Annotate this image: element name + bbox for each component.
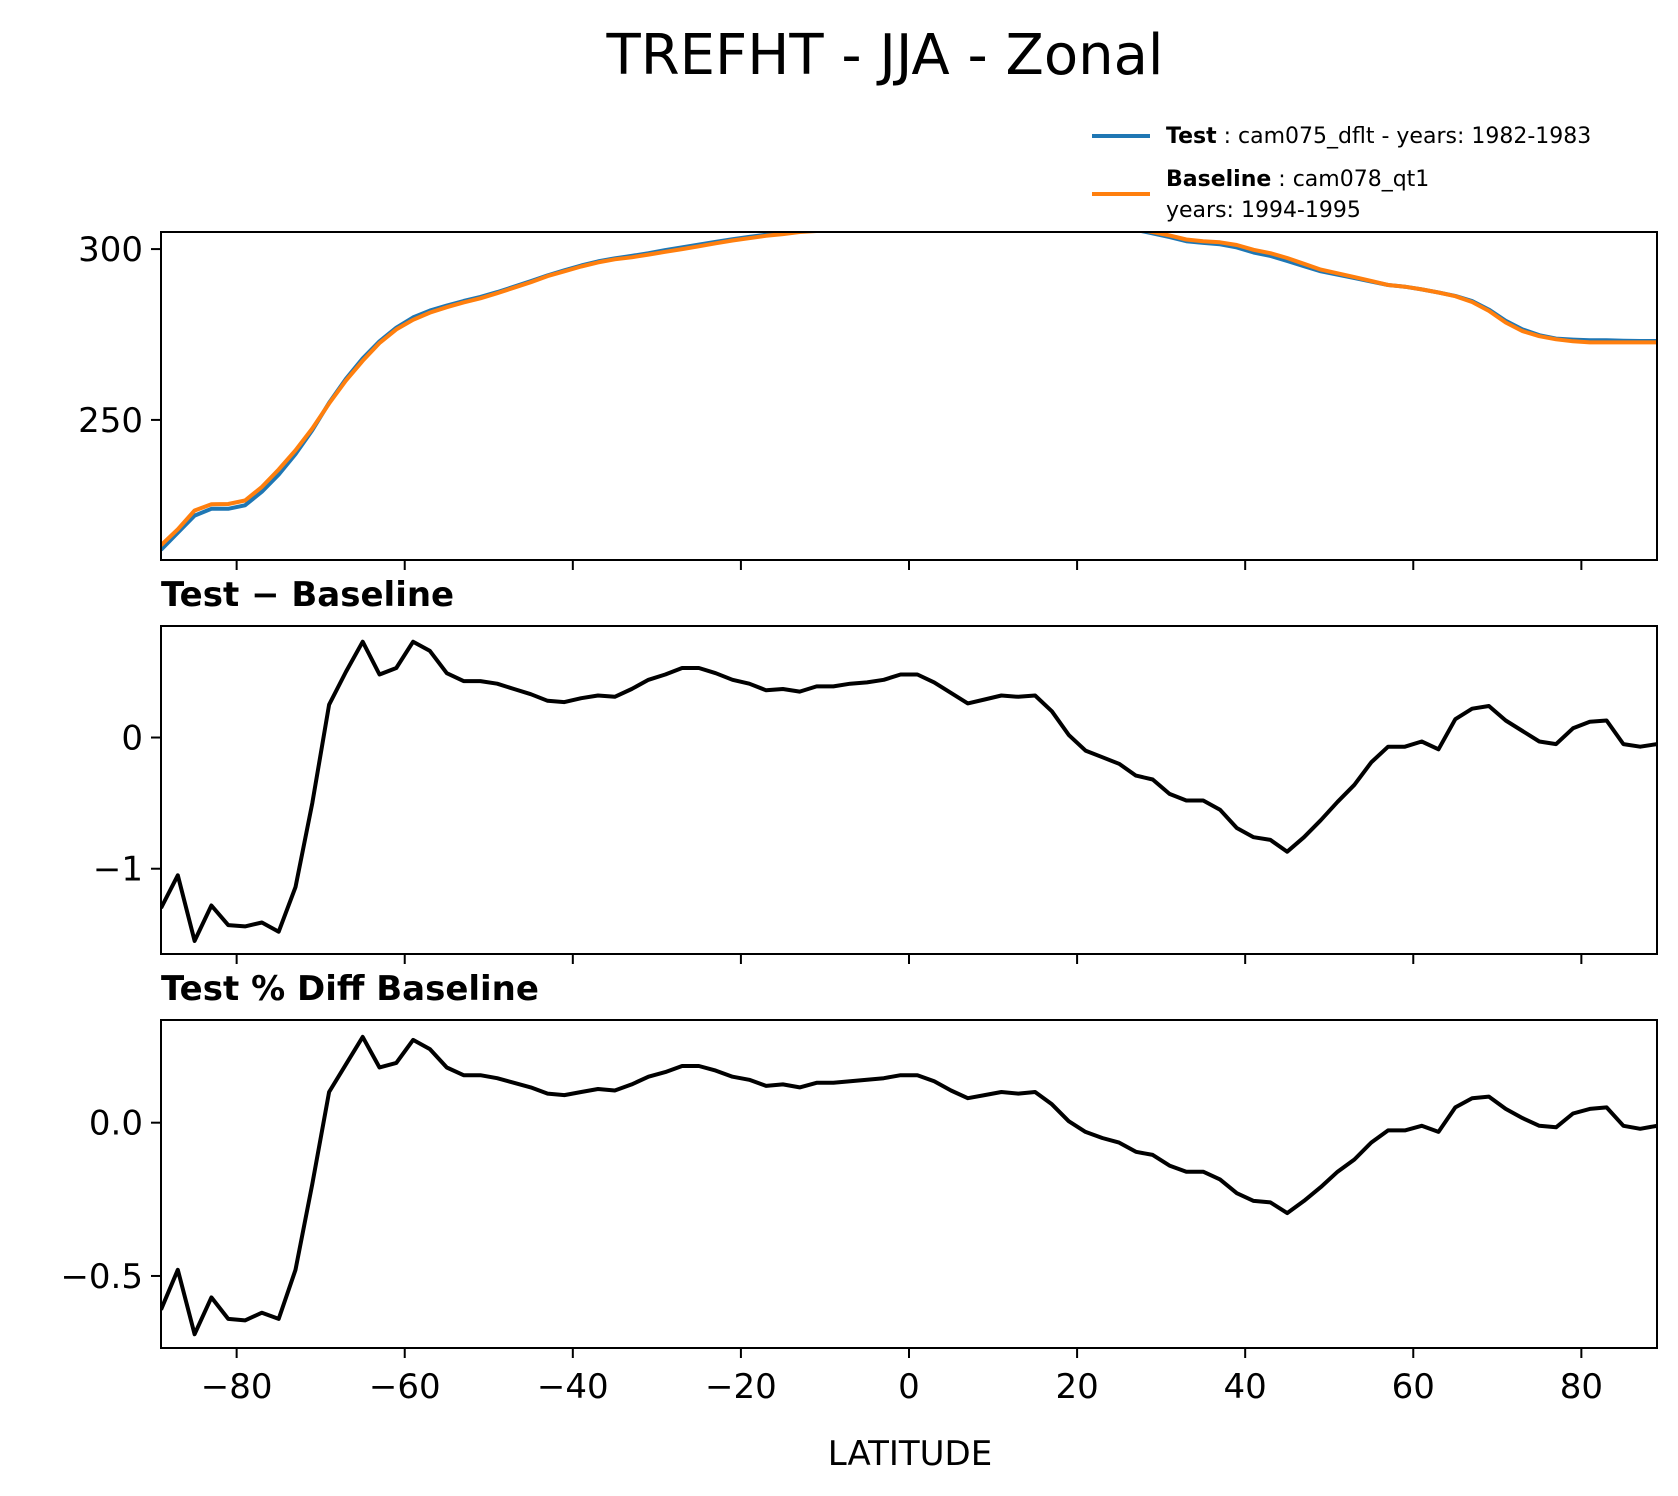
panel-1: 250 300 xyxy=(78,230,1658,570)
legend-label-baseline-line2: years: 1994-1995 xyxy=(1166,198,1361,223)
legend-label-test-desc: cam075_dflt - years: 1982-1983 xyxy=(1238,124,1591,149)
figure-title: TREFHT - JJA - Zonal xyxy=(606,23,1164,88)
panel-3-frame xyxy=(160,1019,1658,1349)
xtick-label: −40 xyxy=(537,1367,609,1407)
legend: Test : cam075_dflt - years: 1982-1983 Ba… xyxy=(1092,124,1591,223)
legend-label-test: Test : cam075_dflt - years: 1982-1983 xyxy=(1166,124,1591,149)
xtick-label: −60 xyxy=(369,1367,441,1407)
panel-3-title: Test % Diff Baseline xyxy=(161,969,539,1009)
panel-2-title: Test − Baseline xyxy=(161,575,454,615)
xtick-label: 20 xyxy=(1055,1367,1098,1407)
xtick-label: 60 xyxy=(1392,1367,1435,1407)
panel-3-ytick-label: −0.5 xyxy=(60,1257,143,1297)
panel-1-ytick-label: 250 xyxy=(78,401,143,441)
panel-1-frame xyxy=(160,231,1658,561)
legend-label-baseline: Baseline : cam078_qt1 xyxy=(1166,167,1429,192)
panel-3-series-line xyxy=(161,1034,1657,1337)
panel-2-ytick-label: −1 xyxy=(93,850,143,890)
xtick-label: 80 xyxy=(1560,1367,1603,1407)
xtick-label: 40 xyxy=(1224,1367,1267,1407)
legend-label-test-name: Test xyxy=(1166,124,1217,149)
xtick-label: −20 xyxy=(705,1367,777,1407)
panel-2-ytick-label: 0 xyxy=(121,719,143,759)
x-axis-label: LATITUDE xyxy=(828,1434,992,1474)
legend-label-baseline-sep: : xyxy=(1271,167,1292,192)
panel-1-series-test xyxy=(161,232,1657,552)
xtick-label: −80 xyxy=(201,1367,273,1407)
xtick-label: 0 xyxy=(898,1367,920,1407)
legend-label-baseline-name: Baseline xyxy=(1166,167,1271,192)
legend-label-test-sep: : xyxy=(1217,124,1238,149)
panel-2-series-line xyxy=(161,639,1657,943)
legend-label-baseline-desc: cam078_qt1 xyxy=(1293,167,1430,192)
panel-1-ytick-label: 300 xyxy=(78,230,143,270)
panel-2: Test − Baseline −1 0 xyxy=(93,575,1658,964)
panel-3: Test % Diff Baseline −0.5 0.0 −80 −60 −40 −20 0… xyxy=(60,969,1658,1407)
panel-1-series-baseline xyxy=(161,232,1657,547)
panel-3-ytick-label: 0.0 xyxy=(89,1104,143,1144)
